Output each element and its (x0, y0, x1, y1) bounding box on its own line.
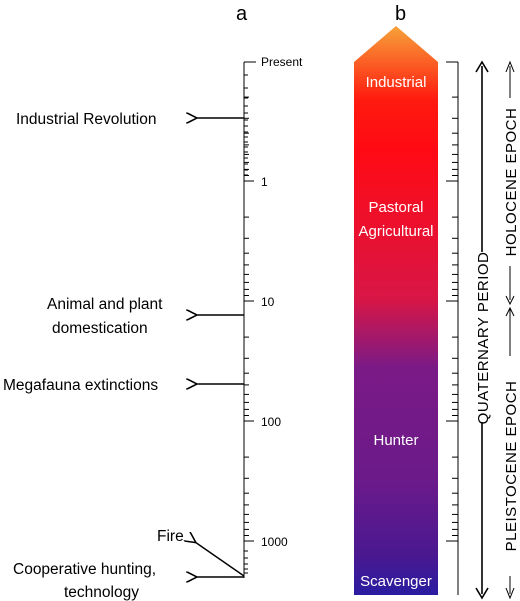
event-label-line2: technology (64, 584, 139, 601)
arrow-down-icon (505, 295, 515, 306)
event-label-line2: domestication (52, 320, 148, 337)
tick-10-label: 10 (261, 295, 275, 309)
event-industrial-revolution: Industrial Revolution (16, 111, 244, 128)
event-domestication: Animal and plant domestication (47, 296, 244, 337)
arrow-down-icon (505, 587, 515, 600)
panel-a-axis: Present 1 10 100 1000 (243, 55, 303, 578)
panel-a-label: a (236, 3, 248, 25)
tick-1000-label: 1000 (261, 535, 288, 549)
tick-1: 1 (244, 175, 268, 189)
tick-100: 100 (244, 415, 281, 429)
present-tick-label: Present (261, 55, 303, 69)
panel-b-scale (446, 61, 459, 595)
panel-b-bar: Industrial Pastoral Agricultural Hunter … (354, 26, 438, 595)
event-label: Megafauna extinctions (3, 377, 158, 394)
event-fire: Fire (157, 528, 245, 577)
quaternary-period-label: QUATERNARY PERIOD (475, 252, 492, 425)
tick-100-label: 100 (261, 415, 281, 429)
pleistocene-epoch-label: PLEISTOCENE EPOCH (503, 381, 520, 552)
holocene-epoch-label: HOLOCENE EPOCH (503, 108, 520, 257)
tick-1-label: 1 (261, 175, 268, 189)
arrow-up-icon (505, 60, 515, 73)
event-cooperative-hunting: Cooperative hunting, technology (13, 561, 244, 601)
event-megafauna-extinctions: Megafauna extinctions (3, 377, 244, 394)
arrow-down-icon (475, 587, 489, 600)
arrow-up-icon (475, 60, 489, 73)
arrow-icon (195, 542, 245, 577)
event-label: Fire (157, 528, 184, 545)
event-label: Industrial Revolution (16, 111, 156, 128)
stage-bar (354, 26, 438, 595)
tick-1000: 1000 (244, 535, 288, 549)
axis-minor-ticks (244, 74, 249, 574)
stage-industrial: Industrial (366, 74, 427, 91)
tick-10: 10 (244, 295, 275, 309)
arrow-up-icon (505, 306, 515, 317)
scale-ticks (446, 61, 458, 542)
stage-pastoral: Pastoral (368, 199, 423, 216)
event-label-line1: Animal and plant (47, 296, 163, 313)
epoch-bracket: HOLOCENE EPOCH PLEISTOCENE EPOCH (501, 60, 520, 600)
stage-hunter: Hunter (373, 432, 418, 449)
stage-agricultural: Agricultural (358, 223, 433, 240)
stage-scavenger: Scavenger (360, 573, 432, 590)
panel-b-label: b (395, 3, 406, 25)
event-label-line1: Cooperative hunting, (13, 561, 156, 578)
quaternary-period-bracket: QUATERNARY PERIOD (472, 60, 492, 600)
